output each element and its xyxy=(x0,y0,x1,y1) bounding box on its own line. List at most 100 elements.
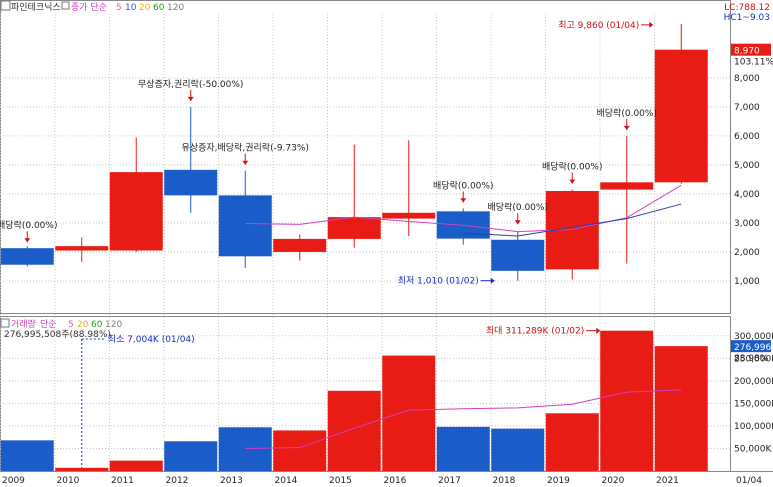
price-tick-label: 3,000 xyxy=(734,219,760,229)
hc-readout: HC1~9.03 xyxy=(724,13,770,23)
annotation-label: 배당락(0.00%) xyxy=(0,219,57,231)
x-tick-label-2009: 2009 xyxy=(2,476,25,486)
volume-bar-2015 xyxy=(327,390,381,471)
high-marker-arrow-head xyxy=(649,21,654,28)
x-tick-label-2016: 2016 xyxy=(384,476,407,486)
volume-bar-2011 xyxy=(109,460,163,471)
lc-readout: LC:788.12 xyxy=(724,3,770,13)
candle-body-2016 xyxy=(382,212,436,219)
annotation-arrow-head xyxy=(623,125,630,130)
price-tick-label: 6,000 xyxy=(734,132,760,142)
volume-bar-2019 xyxy=(545,413,599,471)
volume-bar-2017 xyxy=(436,426,490,471)
x-tick-label-2021: 2021 xyxy=(656,476,679,486)
annotation-arrow-head xyxy=(24,238,31,243)
candle-body-2009 xyxy=(0,248,54,265)
annotation-label: 배당락(0.00%) xyxy=(488,201,548,213)
x-tick-label-2010: 2010 xyxy=(57,476,80,486)
last-change-value: 103.11% xyxy=(734,58,773,68)
annotation-label: 배당락(0.00%) xyxy=(542,161,602,173)
volume-ma-line xyxy=(245,389,682,449)
candle-body-2013 xyxy=(218,195,272,257)
price-tick-label: 8,000 xyxy=(734,74,760,84)
volume-max-arrow-head xyxy=(596,327,601,334)
annotation-arrow-head xyxy=(187,96,194,101)
annotation-label: 유상증자,배당락,권리락(-9.73%) xyxy=(182,142,309,154)
ma-period-120: 120 xyxy=(167,3,184,13)
low-marker-label: 최저 1,010 (01/02) xyxy=(398,276,479,287)
volume-toggle-box[interactable] xyxy=(0,318,10,328)
panel-toggle-box[interactable] xyxy=(0,0,11,11)
grid-lines xyxy=(0,14,730,471)
x-tick-label-2014: 2014 xyxy=(275,476,298,486)
x-tick-label-2018: 2018 xyxy=(493,476,516,486)
candle-body-2011 xyxy=(109,172,163,251)
price-ma-label: 종가 단순 xyxy=(71,2,107,13)
price-ma-long-line xyxy=(463,203,682,237)
price-panel-frame xyxy=(0,0,731,314)
candle-body-2018 xyxy=(491,239,545,271)
ma-period-10: 10 xyxy=(125,3,137,13)
volume-tick-label: 150,000K xyxy=(734,399,773,409)
annotation-layer: 배당락(0.00%) 무상증자,권리락(-50.00%) 유상증자,배당락,권리락(… xyxy=(0,20,657,468)
price-tick-label: 1,000 xyxy=(734,277,760,287)
candle-body-2021 xyxy=(654,49,708,183)
annotation-arrow-head xyxy=(514,220,521,225)
candle-body-2020 xyxy=(600,182,654,190)
candle-body-2014 xyxy=(273,238,327,252)
high-marker-label: 최고 9,860 (01/04) xyxy=(558,20,639,31)
ma-period-20: 20 xyxy=(139,3,151,13)
ma-toggle-box[interactable] xyxy=(61,1,70,10)
volume-ma-label: 단순 xyxy=(40,319,57,330)
x-tick-label-2020: 2020 xyxy=(602,476,625,486)
volume-bar-2018 xyxy=(491,428,545,471)
last-price-tag xyxy=(731,43,771,56)
volume-tick-label: 200,000K xyxy=(734,377,773,387)
volume-tick-label: 100,000K xyxy=(734,422,773,432)
volume-indicator-name[interactable]: 거래량 xyxy=(11,318,36,330)
price-tick-label: 7,000 xyxy=(734,103,760,113)
volume-bar-2009 xyxy=(0,440,54,471)
candle-body-2010 xyxy=(55,246,109,251)
last-price-value: 8,970 xyxy=(734,47,760,57)
price-layer xyxy=(0,23,708,281)
last-volume-tag xyxy=(731,340,771,353)
x-tick-label-2011: 2011 xyxy=(111,476,134,486)
annotation-arrow-head xyxy=(569,179,576,184)
axis-layer: 1,000 2,000 3,000 4,000 5,000 6,000 7,000 8,000… xyxy=(2,43,773,486)
volume-layer xyxy=(0,330,708,471)
volume-tick-label: 300,000K xyxy=(734,332,773,342)
price-tick-label: 2,000 xyxy=(734,248,760,258)
volume-info: 276,995,508주(88.98%) xyxy=(4,329,111,340)
price-indicator-name[interactable]: 파인테크닉스 xyxy=(11,2,61,13)
x-tick-label-end: 01/04 xyxy=(736,476,762,486)
volume-max-label: 최대 311,289K (01/02) xyxy=(486,326,584,337)
vol-ma-period-20: 20 xyxy=(77,320,89,330)
x-tick-label-2015: 2015 xyxy=(329,476,352,486)
volume-bar-2010 xyxy=(55,467,109,471)
volume-bar-2014 xyxy=(273,430,327,471)
x-tick-label-2017: 2017 xyxy=(438,476,461,486)
x-tick-label-2013: 2013 xyxy=(220,476,243,486)
ma-period-60: 60 xyxy=(153,3,165,13)
ma-period-5: 5 xyxy=(116,3,122,13)
price-tick-label: 5,000 xyxy=(734,161,760,171)
vol-ma-period-5: 5 xyxy=(68,320,74,330)
volume-bar-2021 xyxy=(654,346,708,471)
volume-bar-2012 xyxy=(164,441,218,471)
annotation-label: 무상증자,권리락(-50.00%) xyxy=(138,78,243,90)
volume-tick-label: 50,000K xyxy=(734,444,772,454)
last-volume-pct: 88.98% xyxy=(734,354,769,364)
volume-bar-2013 xyxy=(218,427,272,471)
vol-ma-period-120: 120 xyxy=(105,320,122,330)
candle-body-2012 xyxy=(164,169,218,196)
x-tick-label-2012: 2012 xyxy=(166,476,189,486)
volume-bar-2020 xyxy=(600,330,654,471)
vol-ma-period-60: 60 xyxy=(91,320,103,330)
low-marker-arrow-head xyxy=(490,277,495,284)
annotation-arrow-head xyxy=(460,198,467,203)
annotation-label: 배당락(0.00%) xyxy=(433,179,493,191)
last-volume-value: 276,996K xyxy=(734,343,773,353)
